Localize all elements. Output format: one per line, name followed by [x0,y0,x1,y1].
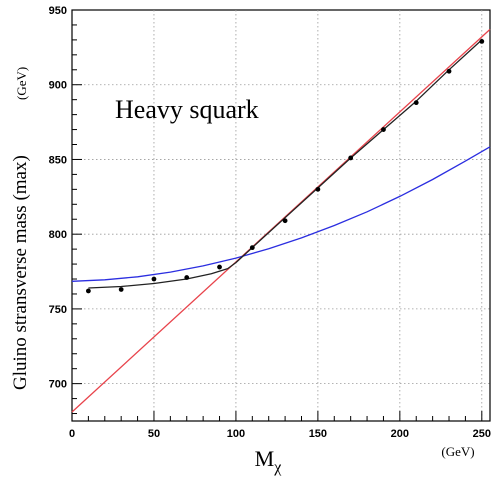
y-tick-label: 950 [49,5,67,17]
x-tick-label: 200 [391,428,409,440]
data-point [85,288,91,294]
x-axis-title-main: M [255,446,275,471]
data-point [446,68,452,74]
x-tick-label: 50 [148,428,160,440]
x-axis-title-subscript: χ [273,459,282,476]
grid [72,10,490,421]
series [71,28,491,413]
x-axis-title: Mχ [255,446,283,476]
ticks [71,9,483,421]
x-tick-label: 250 [473,428,491,440]
x-tick-label: 150 [309,428,327,440]
data-point [249,245,255,251]
data-point [282,218,288,224]
labels: 0 50 100 150 200 250 700 750 800 850 900 950 [49,5,491,440]
x-tick-label: 0 [69,428,75,440]
y-tick-label: 900 [49,80,67,92]
series-line-2 [88,39,483,289]
data-point [151,276,157,282]
y-tick-label: 750 [49,304,67,316]
y-tick-label: 850 [49,154,67,166]
plot-frame [71,9,491,422]
y-tick-label: 800 [49,229,67,241]
data-point [315,186,321,192]
data-point [381,127,386,132]
data-point [479,38,485,44]
data-point [217,264,222,270]
y-axis-unit: (GeV) [14,67,29,100]
x-axis-unit: (GeV) [441,444,474,459]
data-point [348,155,354,161]
y-axis-title: Gluino stransverse mass (max) [10,155,31,390]
annotation: Heavy squark [115,95,259,124]
series-line-1 [71,146,491,282]
data-point [184,275,190,280]
data-point [413,100,419,106]
data-point [118,287,124,292]
x-tick-label: 100 [227,428,245,440]
y-tick-label: 700 [49,379,67,391]
